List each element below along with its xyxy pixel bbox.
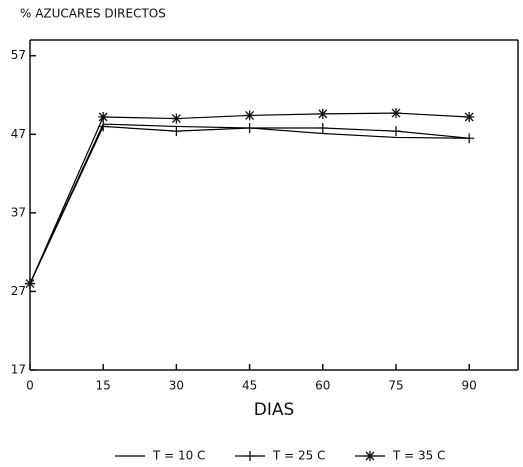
point-marker [391, 126, 401, 137]
y-tick-label: 27 [11, 284, 26, 298]
legend-marker [245, 451, 255, 461]
x-tick-label: 75 [388, 379, 403, 393]
x-tick-label: 15 [96, 379, 111, 393]
point-marker [98, 121, 109, 132]
point-marker [464, 112, 475, 122]
x-tick-label: 90 [462, 379, 477, 393]
chart-title: % AZUCARES DIRECTOS [20, 7, 166, 21]
x-tick-label: 30 [169, 379, 184, 393]
series-line [29, 125, 470, 284]
x-tick-label: 0 [26, 379, 34, 393]
y-tick-label: 57 [11, 48, 26, 62]
series-line [29, 123, 470, 284]
point-marker [25, 278, 35, 289]
legend-label: T = 25 C [272, 449, 325, 463]
x-tick-label: 45 [242, 379, 257, 393]
y-tick-label: 47 [11, 127, 26, 141]
point-marker [244, 110, 255, 121]
y-tick-label: 37 [11, 205, 26, 219]
point-marker [317, 108, 328, 119]
x-tick-label: 60 [315, 379, 330, 393]
point-marker [244, 123, 255, 133]
y-tick-label: 17 [11, 363, 26, 377]
legend-marker [365, 451, 375, 461]
point-marker [98, 112, 109, 122]
point-marker [317, 123, 328, 133]
legend-label: T = 10 C [152, 449, 205, 463]
point-marker [391, 108, 401, 119]
point-marker [171, 113, 182, 124]
point-marker [171, 126, 182, 137]
legend-label: T = 35 C [392, 449, 445, 463]
point-marker [464, 133, 475, 144]
x-axis-label: DIAS [254, 400, 295, 420]
